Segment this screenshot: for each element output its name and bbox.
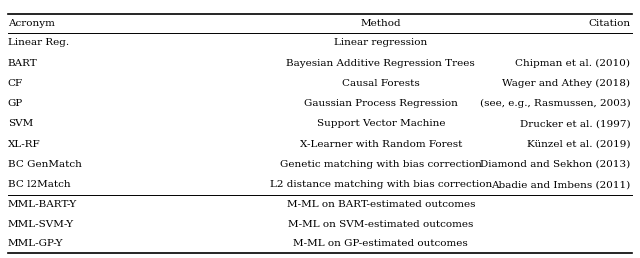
Text: M-ML on GP-estimated outcomes: M-ML on GP-estimated outcomes bbox=[293, 239, 468, 248]
Text: Bayesian Additive Regression Trees: Bayesian Additive Regression Trees bbox=[287, 59, 475, 68]
Text: MML-GP-Y: MML-GP-Y bbox=[8, 239, 63, 248]
Text: Wager and Athey (2018): Wager and Athey (2018) bbox=[502, 79, 630, 88]
Text: Citation: Citation bbox=[588, 19, 630, 28]
Text: MML-BART-Y: MML-BART-Y bbox=[8, 200, 77, 209]
Text: Support Vector Machine: Support Vector Machine bbox=[317, 119, 445, 128]
Text: CF: CF bbox=[8, 79, 23, 88]
Text: Drucker et al. (1997): Drucker et al. (1997) bbox=[520, 119, 630, 128]
Text: Linear Reg.: Linear Reg. bbox=[8, 38, 69, 47]
Text: SVM: SVM bbox=[8, 119, 33, 128]
Text: Method: Method bbox=[360, 19, 401, 28]
Text: (see, e.g., Rasmussen, 2003): (see, e.g., Rasmussen, 2003) bbox=[480, 99, 630, 108]
Text: XL-RF: XL-RF bbox=[8, 140, 40, 149]
Text: BC GenMatch: BC GenMatch bbox=[8, 160, 81, 169]
Text: M-ML on SVM-estimated outcomes: M-ML on SVM-estimated outcomes bbox=[288, 220, 474, 229]
Text: Acronym: Acronym bbox=[8, 19, 54, 28]
Text: BART: BART bbox=[8, 59, 37, 68]
Text: Abadie and Imbens (2011): Abadie and Imbens (2011) bbox=[491, 180, 630, 189]
Text: Genetic matching with bias correction: Genetic matching with bias correction bbox=[280, 160, 482, 169]
Text: BC l2Match: BC l2Match bbox=[8, 180, 70, 189]
Text: M-ML on BART-estimated outcomes: M-ML on BART-estimated outcomes bbox=[287, 200, 475, 209]
Text: X-Learner with Random Forest: X-Learner with Random Forest bbox=[300, 140, 462, 149]
Text: Gaussian Process Regression: Gaussian Process Regression bbox=[304, 99, 458, 108]
Text: L2 distance matching with bias correction: L2 distance matching with bias correctio… bbox=[269, 180, 492, 189]
Text: Linear regression: Linear regression bbox=[334, 38, 428, 47]
Text: Chipman et al. (2010): Chipman et al. (2010) bbox=[515, 59, 630, 68]
Text: Causal Forests: Causal Forests bbox=[342, 79, 420, 88]
Text: Künzel et al. (2019): Künzel et al. (2019) bbox=[527, 140, 630, 149]
Text: Diamond and Sekhon (2013): Diamond and Sekhon (2013) bbox=[480, 160, 630, 169]
Text: GP: GP bbox=[8, 99, 23, 108]
Text: MML-SVM-Y: MML-SVM-Y bbox=[8, 220, 74, 229]
